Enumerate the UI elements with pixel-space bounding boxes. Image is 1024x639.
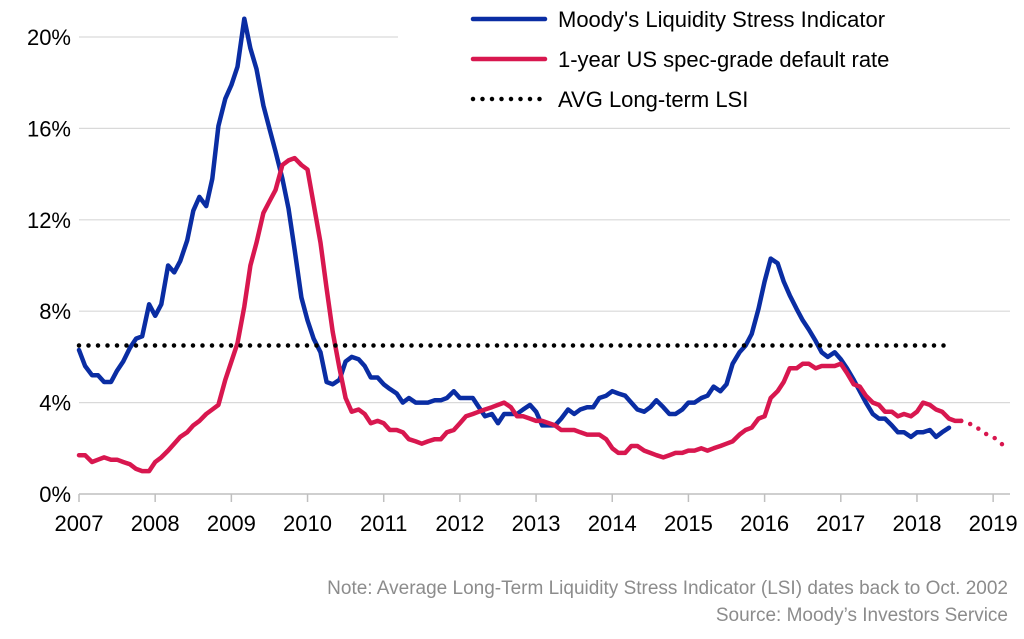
legend-label: AVG Long-term LSI [558,87,748,112]
series-line-2 [958,418,1009,451]
series-group [76,16,1009,474]
legend-label: Moody's Liquidity Stress Indicator [558,7,885,32]
x-tick-label: 2014 [588,511,637,536]
y-tick-label: 4% [39,391,71,416]
x-tick-label: 2015 [664,511,713,536]
y-tick-label: 16% [27,116,71,141]
x-tick-label: 2011 [360,511,407,536]
y-tick-label: 0% [39,482,71,507]
x-tick-label: 2017 [816,511,865,536]
x-tick-label: 2007 [55,511,104,536]
x-axis: 2007 2008 2009 2010 2011 2012 2013 2014 2015 2016… [55,493,1018,536]
x-tick-label: 2016 [740,511,789,536]
x-tick-label: 2018 [892,511,941,536]
source-text: Source: Moody’s Investors Service [715,605,1008,626]
x-tick-label: 2008 [131,511,180,536]
legend: Moody's Liquidity Stress Indicator 1-year… [470,7,889,112]
x-tick-label: 2013 [512,511,561,536]
x-tick-label: 2012 [435,511,484,536]
series-line-0 [76,16,952,440]
y-tick-label: 8% [39,299,71,324]
y-tick-label: 12% [27,208,71,233]
y-axis: 0% 4% 8% 12% 16% 20% [27,25,71,507]
legend-label: 1-year US spec-grade default rate [558,47,889,72]
gridlines [79,36,1010,404]
series-line-1 [76,155,964,474]
x-tick-label: 2019 [969,511,1018,536]
x-tick-label: 2009 [207,511,256,536]
x-tick-label: 2010 [283,511,332,536]
note-text: Note: Average Long-Term Liquidity Stress… [327,578,1008,599]
y-tick-label: 20% [27,25,71,50]
chart: 0% 4% 8% 12% 16% 20% 2007 2008 2009 2010 2011 2012… [27,7,1018,536]
